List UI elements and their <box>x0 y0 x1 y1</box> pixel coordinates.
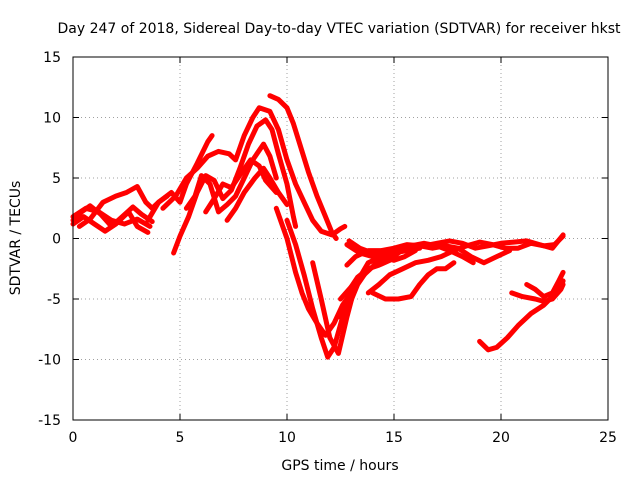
x-tick-label: 25 <box>599 430 617 446</box>
x-tick-label: 15 <box>385 430 403 446</box>
y-tick-label: 10 <box>43 111 61 127</box>
y-axis-label: SDTVAR / TECUs <box>8 181 24 296</box>
y-tick-label: 0 <box>52 232 61 248</box>
series-arc-e <box>145 133 215 223</box>
y-tick-labels: -15 -10 -5 0 5 10 15 <box>38 50 61 429</box>
series-arc-x <box>524 269 566 300</box>
x-tick-label: 20 <box>492 430 510 446</box>
series-arc-f <box>160 105 348 238</box>
series-group <box>70 93 566 360</box>
chart-title: Day 247 of 2018, Sidereal Day-to-day VTE… <box>58 21 621 37</box>
y-tick-label: -10 <box>38 353 61 369</box>
series-arc-w <box>509 282 566 304</box>
series-arc-u <box>346 238 418 263</box>
series-arc-b <box>70 209 151 235</box>
x-tick-label: 0 <box>69 430 78 446</box>
series-arc-h <box>183 141 279 215</box>
series-arc-s <box>344 232 566 260</box>
x-tick-label: 10 <box>278 430 296 446</box>
x-tick-labels: 0 5 10 15 20 25 <box>69 430 617 446</box>
series-arc-i <box>203 157 279 215</box>
series-arc-t <box>370 260 457 302</box>
grid <box>73 57 608 420</box>
series-arc-k <box>267 93 339 241</box>
series-arc-o <box>310 245 423 356</box>
series-arc-d <box>70 205 153 229</box>
series-arc-j <box>224 165 290 223</box>
x-tick-label: 5 <box>176 430 185 446</box>
y-tick-label: 15 <box>43 50 61 66</box>
y-tick-label: 5 <box>52 171 61 187</box>
x-axis-label: GPS time / hours <box>281 458 398 474</box>
y-tick-label: -15 <box>38 413 61 429</box>
plot-frame <box>72 56 609 421</box>
y-tick-label: -5 <box>47 292 61 308</box>
